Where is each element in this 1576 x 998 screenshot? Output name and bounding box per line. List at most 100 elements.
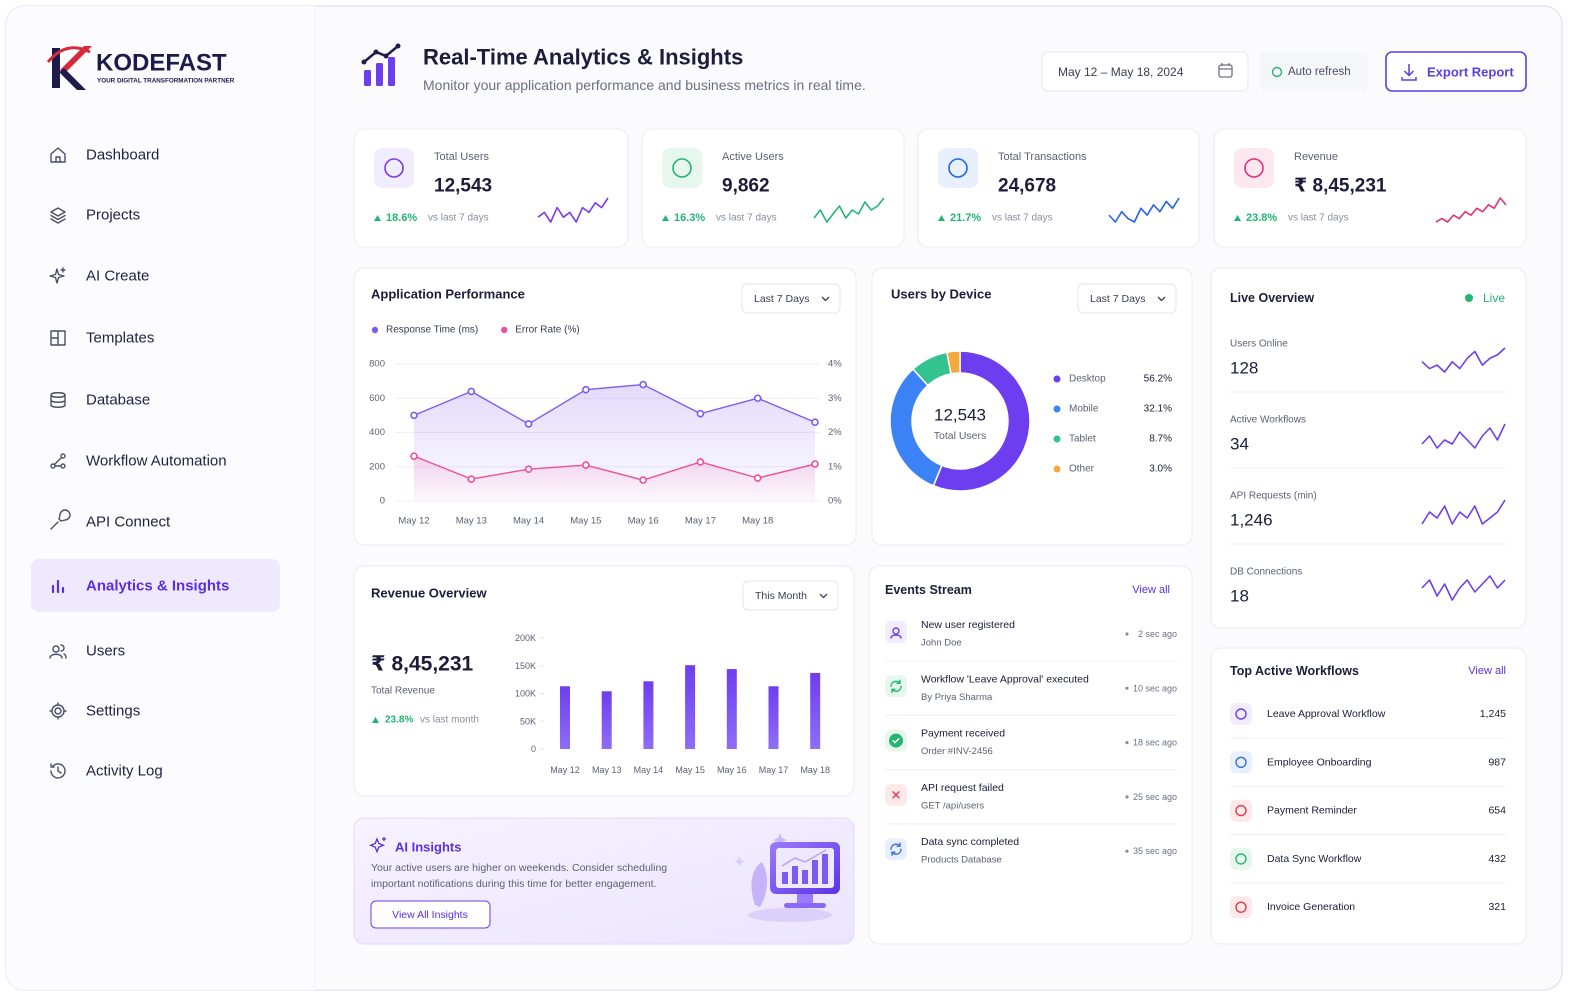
live-value: 1,246 (1230, 511, 1273, 530)
nav-icon (50, 763, 66, 779)
kpi-icon-bg (1234, 148, 1274, 188)
kpi-value: 24,678 (998, 176, 1056, 197)
kpi-icon (384, 158, 404, 178)
y-tick-label: 800 (369, 359, 385, 370)
card-title: Top Active Workflows (1230, 664, 1359, 678)
dropdown[interactable] (742, 580, 839, 611)
sparkline (813, 197, 885, 223)
up-arrow (372, 717, 379, 723)
y-tick-label: 100K (515, 689, 536, 699)
kpi-label: Total Transactions (998, 151, 1087, 163)
bar (643, 681, 654, 749)
nav-item[interactable]: Users (86, 643, 125, 660)
sparkline (1421, 575, 1506, 601)
nav-icon (50, 509, 71, 530)
sparkline (1435, 197, 1507, 223)
nav-item[interactable]: Database (86, 392, 150, 409)
event-time: 2 sec ago (1138, 629, 1177, 639)
kpi-icon-bg (662, 148, 702, 188)
kpi-change: 21.7% (950, 212, 981, 224)
revenue-total: ₹ 8,45,231 (371, 653, 474, 676)
point (811, 460, 819, 468)
event-detail: Products Database (921, 855, 1002, 866)
point (467, 475, 476, 483)
event-icon (892, 737, 900, 744)
point (524, 465, 533, 473)
point (753, 394, 762, 403)
event-icon (892, 791, 900, 799)
legend-label: Desktop (1069, 374, 1106, 385)
workflow-name: Data Sync Workflow (1267, 853, 1362, 865)
auto-refresh[interactable] (1260, 52, 1368, 91)
view-all[interactable]: View all (1132, 584, 1170, 596)
workflow-count: 1,245 (1480, 708, 1506, 720)
nav-item[interactable]: Analytics & Insights (86, 578, 229, 595)
up-arrow (1234, 215, 1241, 221)
workflow-count: 987 (1488, 756, 1506, 768)
ai-button[interactable] (370, 900, 491, 929)
workflow-icon (1235, 853, 1247, 865)
x-tick-label: May 17 (759, 765, 789, 775)
event-title: Workflow 'Leave Approval' executed (921, 673, 1089, 685)
x-tick-label: May 13 (456, 516, 487, 527)
legend-value: 8.7% (1149, 434, 1172, 445)
sparkline (1421, 499, 1506, 525)
bar (685, 665, 696, 749)
sparkline (537, 197, 609, 223)
chevron (1157, 296, 1166, 302)
nav-icon (50, 147, 66, 163)
event-icon (890, 679, 902, 693)
view-all[interactable]: View all (1468, 665, 1506, 677)
ai-illustration (734, 833, 840, 922)
legend-dot (1053, 465, 1061, 473)
event-time: 18 sec ago (1133, 738, 1177, 748)
legend-value: 32.1% (1144, 404, 1172, 415)
y-tick-label: 600 (369, 393, 385, 404)
legend-label: Mobile (1069, 404, 1099, 415)
legend-label: Response Time (ms) (386, 325, 478, 336)
x-tick-label: May 18 (800, 765, 830, 775)
live-card (1210, 267, 1527, 629)
up-arrow (662, 215, 669, 221)
point (582, 461, 590, 469)
brand-tagline: YOUR DIGITAL TRANSFORMATION PARTNER (97, 78, 235, 85)
kpi-compare: vs last 7 days (716, 213, 777, 224)
x-tick-label: May 12 (398, 516, 429, 527)
dropdown[interactable] (1077, 283, 1177, 314)
kpi-card (1213, 128, 1527, 248)
nav-icon (49, 644, 67, 659)
nav-item[interactable]: Workflow Automation (86, 453, 227, 470)
nav-item[interactable]: Templates (86, 330, 154, 347)
y2-tick-label: 4% (828, 359, 842, 370)
nav-item[interactable]: Dashboard (86, 147, 159, 164)
export-button[interactable] (1385, 51, 1527, 92)
workflow-count: 654 (1488, 805, 1506, 817)
event-title: Payment received (921, 728, 1005, 740)
nav-item[interactable]: AI Create (86, 268, 149, 285)
nav-item[interactable]: API Connect (86, 514, 171, 531)
logo-mark (46, 46, 92, 90)
dropdown[interactable] (741, 283, 841, 314)
point (696, 458, 705, 466)
donut-segment (946, 350, 961, 375)
kpi-icon-bg (938, 148, 978, 188)
revenue-total-label: Total Revenue (371, 686, 435, 697)
workflow-name: Payment Reminder (1267, 805, 1357, 817)
y-tick-label: 0 (380, 496, 385, 507)
event-time: 10 sec ago (1133, 683, 1177, 693)
chart-title: Revenue Overview (371, 586, 488, 601)
ai-insight-text: Your active users are higher on weekends… (371, 862, 668, 890)
workflow-name: Leave Approval Workflow (1267, 708, 1386, 720)
nav-item[interactable]: Projects (86, 207, 140, 224)
nav-item[interactable]: Settings (86, 703, 140, 720)
date-picker[interactable] (1041, 51, 1249, 92)
workflow-icon (1235, 708, 1247, 720)
legend-label: Error Rate (%) (515, 325, 579, 336)
y2-tick-label: 2% (828, 427, 842, 438)
kpi-compare: vs last 7 days (428, 213, 489, 224)
nav-item[interactable]: Activity Log (86, 763, 163, 780)
sparkline (1421, 347, 1506, 373)
dropdown-label: Last 7 Days (754, 293, 809, 305)
legend-value: 3.0% (1149, 464, 1172, 475)
